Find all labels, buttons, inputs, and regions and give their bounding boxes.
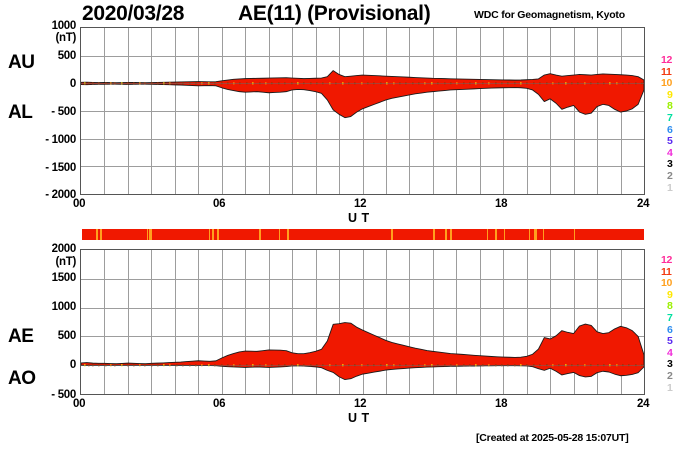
legend-bottom-level-9: 9 — [667, 288, 673, 301]
availability-tick — [433, 229, 435, 240]
availability-tick — [528, 229, 531, 240]
legend-bottom-level-5: 5 — [667, 335, 673, 348]
index-envelope-area — [81, 70, 644, 119]
legend-top-level-12: 12 — [661, 54, 673, 66]
availability-tick — [146, 229, 149, 240]
availability-tick — [450, 229, 452, 240]
ytick-bot-3: 500 — [57, 330, 77, 342]
series-label-al: AL — [8, 102, 33, 123]
page-title: AE(11) (Provisional) — [238, 2, 431, 25]
page-date: 2020/03/28 — [82, 2, 185, 25]
legend-top-level-10: 10 — [661, 77, 673, 90]
au-al-plot-area — [81, 28, 644, 194]
availability-tick — [149, 229, 152, 240]
legend-bottom-level-1: 1 — [667, 381, 673, 394]
ytick-top-6: - 2000 — [45, 189, 76, 201]
legend-top-level-5: 5 — [667, 135, 673, 148]
xtick-bot-1: 06 — [213, 398, 226, 410]
series-label-au: AU — [8, 52, 35, 73]
ae-ao-plot-area — [81, 250, 644, 394]
xtick-bot-3: 18 — [495, 398, 508, 410]
legend-top-level-11: 11 — [661, 65, 672, 78]
legend-bottom-level-6: 6 — [667, 323, 673, 336]
xtick-bot-0: 00 — [73, 398, 86, 410]
series-label-ae: AE — [8, 326, 34, 347]
ytick-top-1: 500 — [57, 50, 77, 62]
availability-tick — [444, 229, 447, 240]
legend-top-level-1: 1 — [667, 181, 673, 194]
availability-tick — [287, 229, 290, 240]
availability-tick — [278, 229, 281, 240]
legend-bottom-level-4: 4 — [667, 346, 673, 359]
legend-bottom-level-8: 8 — [667, 300, 673, 313]
ytick-top-5: - 1500 — [45, 162, 76, 174]
legend-top-level-6: 6 — [667, 123, 673, 136]
series-label-ao: AO — [8, 368, 36, 389]
ytick-top-2: 0 — [69, 78, 76, 90]
xaxis-title-bot: U T — [348, 411, 370, 425]
xtick-bot-2: 12 — [354, 398, 367, 410]
availability-tick — [216, 229, 220, 240]
legend-bottom-level-11: 11 — [661, 265, 672, 278]
xtick-bot-4: 24 — [637, 398, 650, 410]
legend-top-level-2: 2 — [667, 170, 673, 182]
ae-ao-chart-panel — [80, 249, 645, 395]
legend-top-level-4: 4 — [667, 146, 673, 159]
availability-tick — [486, 229, 489, 240]
availability-tick — [212, 229, 214, 240]
data-availability-bar — [82, 229, 644, 240]
data-source-credit: WDC for Geomagnetism, Kyoto — [474, 9, 625, 21]
ytitle-unit-top: (nT) — [55, 32, 76, 44]
xaxis-title-top: U T — [348, 211, 370, 225]
ytick-top-4: - 1000 — [45, 134, 76, 146]
availability-tick — [100, 229, 102, 240]
xtick-top-3: 18 — [495, 198, 508, 210]
ytick-top-3: - 500 — [51, 106, 76, 118]
availability-tick — [495, 229, 498, 240]
ytick-top-0: 1000 — [51, 20, 77, 32]
availability-tick — [96, 229, 99, 240]
ytick-bot-5: - 500 — [51, 389, 76, 401]
index-envelope-area — [81, 322, 644, 381]
xtick-top-2: 12 — [354, 198, 367, 210]
legend-top-level-8: 8 — [667, 100, 673, 113]
legend-top-level-3: 3 — [667, 158, 673, 171]
ytitle-unit-bot: (nT) — [55, 256, 76, 268]
au-al-chart-panel — [80, 27, 645, 195]
legend-top-level-9: 9 — [667, 88, 673, 101]
xtick-top-1: 06 — [213, 198, 226, 210]
availability-tick — [542, 229, 545, 240]
ytick-bot-1: 1500 — [51, 272, 77, 284]
xtick-top-0: 00 — [73, 198, 86, 210]
legend-bottom-level-7: 7 — [667, 312, 673, 324]
xtick-top-4: 24 — [637, 198, 650, 210]
availability-tick — [208, 229, 211, 240]
ytick-bot-0: 2000 — [51, 243, 77, 255]
legend-top-level-7: 7 — [667, 112, 673, 124]
legend-bottom-level-2: 2 — [667, 370, 673, 382]
legend-bottom-level-12: 12 — [661, 254, 673, 266]
ytick-bot-4: 0 — [69, 359, 76, 371]
creation-timestamp: [Created at 2025-05-28 15:07UT] — [476, 432, 629, 444]
availability-tick — [259, 229, 261, 240]
ytick-bot-2: 1000 — [51, 301, 77, 313]
legend-bottom-level-10: 10 — [661, 277, 673, 290]
availability-tick — [573, 229, 576, 240]
legend-bottom-level-3: 3 — [667, 358, 673, 371]
availability-tick — [503, 229, 506, 240]
availability-tick — [534, 229, 537, 240]
availability-tick — [391, 229, 393, 240]
